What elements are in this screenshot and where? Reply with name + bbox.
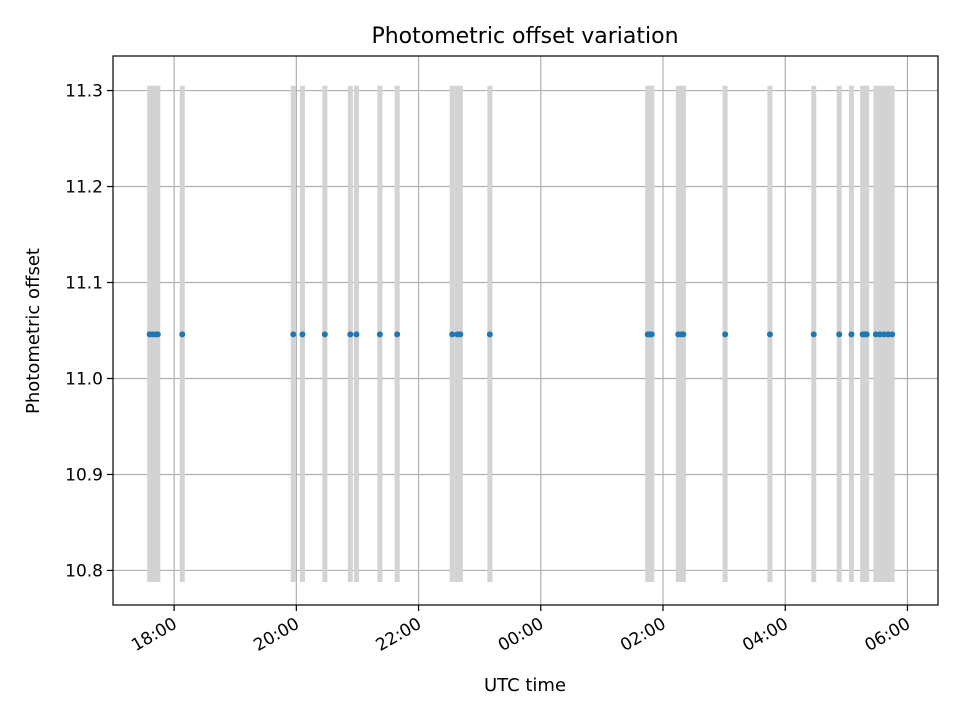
plot-area	[113, 56, 938, 605]
x-tick-label: 00:00	[495, 614, 547, 656]
data-point	[836, 331, 843, 338]
data-point	[347, 331, 354, 338]
data-point	[848, 331, 855, 338]
data-point	[394, 331, 401, 338]
y-tick-label: 11.1	[65, 274, 103, 294]
x-tick-label: 04:00	[739, 614, 791, 656]
data-point	[863, 331, 870, 338]
y-tick-label: 10.9	[65, 465, 103, 485]
x-tick-label: 22:00	[373, 614, 425, 656]
data-point	[353, 331, 360, 338]
y-axis-ticks: 10.8 10.9 11.0 11.1 11.2 11.3	[65, 82, 113, 581]
x-tick-label: 06:00	[862, 614, 914, 656]
data-points	[146, 331, 896, 338]
x-tick-label: 18:00	[128, 614, 180, 656]
y-tick-label: 11.2	[65, 178, 103, 198]
data-point	[680, 331, 687, 338]
data-point	[290, 331, 297, 338]
data-point	[321, 331, 328, 338]
x-tick-label: 02:00	[617, 614, 669, 656]
data-point	[376, 331, 383, 338]
x-tick-label: 20:00	[250, 614, 302, 656]
y-tick-label: 11.3	[65, 82, 103, 102]
chart-title: Photometric offset variation	[371, 24, 678, 49]
x-axis-ticks: 18:00 20:00 22:00 00:00 02:00 04:00 06:00	[128, 605, 914, 656]
grid-lines	[113, 56, 938, 605]
data-point	[154, 331, 161, 338]
data-point	[810, 331, 817, 338]
y-tick-label: 11.0	[65, 369, 103, 389]
data-point	[889, 331, 896, 338]
data-point	[766, 331, 773, 338]
y-tick-label: 10.8	[65, 561, 103, 581]
x-axis-label: UTC time	[484, 675, 566, 696]
data-point	[179, 331, 186, 338]
data-point	[449, 331, 456, 338]
data-point	[486, 331, 493, 338]
data-point	[722, 331, 729, 338]
plot-frame	[112, 55, 939, 606]
y-axis-label: Photometric offset	[23, 248, 44, 414]
data-point	[648, 331, 655, 338]
data-point	[457, 331, 464, 338]
data-point	[299, 331, 306, 338]
